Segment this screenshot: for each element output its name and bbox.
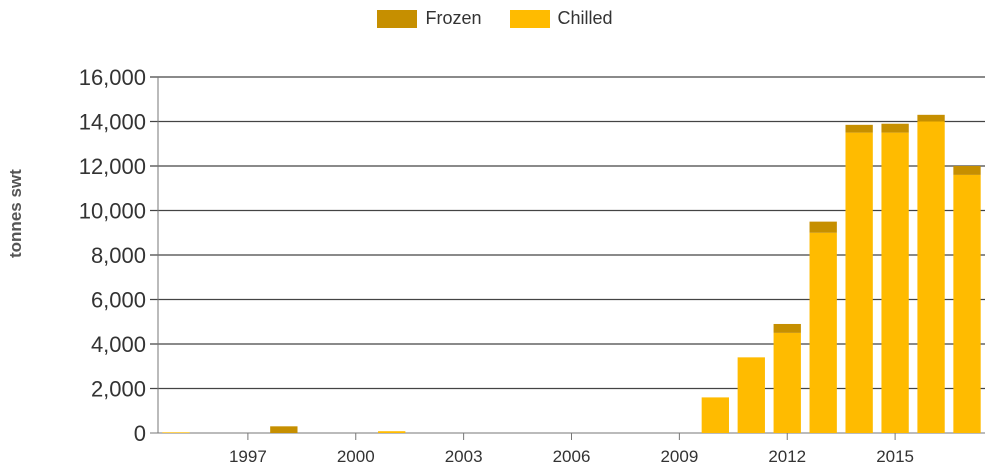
bar-chilled-2012 — [773, 332, 801, 433]
x-tick-label: 1997 — [229, 447, 267, 466]
bar-chilled-2016 — [917, 121, 945, 433]
legend-item-frozen[interactable]: Frozen — [377, 8, 482, 29]
legend-label-frozen: Frozen — [425, 8, 482, 28]
x-tick-label: 2009 — [660, 447, 698, 466]
y-tick-label: 12,000 — [79, 154, 146, 179]
bar-frozen-2013 — [809, 221, 837, 233]
x-tick-label: 2000 — [337, 447, 375, 466]
bar-chilled-2001 — [378, 431, 406, 433]
x-tick-label: 2015 — [876, 447, 914, 466]
bar-chilled-2015 — [881, 132, 909, 433]
bar-frozen-2017 — [953, 166, 981, 175]
y-tick-label: 2,000 — [91, 377, 146, 402]
bar-chilled-2013 — [809, 232, 837, 433]
legend-label-chilled: Chilled — [557, 8, 613, 28]
bar-frozen-2015 — [881, 123, 909, 133]
y-tick-label: 6,000 — [91, 288, 146, 313]
bar-chilled-2011 — [737, 357, 765, 433]
legend-item-chilled[interactable]: Chilled — [509, 8, 613, 29]
bar-chilled-1995 — [162, 432, 190, 433]
y-tick-label: 16,000 — [79, 65, 146, 90]
x-tick-label: 2003 — [445, 447, 483, 466]
x-tick-label: 2012 — [768, 447, 806, 466]
bar-chilled-2010 — [701, 397, 729, 433]
y-tick-label: 8,000 — [91, 243, 146, 268]
y-tick-label: 14,000 — [79, 110, 146, 135]
y-tick-label: 0 — [134, 421, 146, 446]
x-tick-label: 2006 — [553, 447, 591, 466]
bar-frozen-1998 — [270, 426, 298, 433]
y-tick-label: 10,000 — [79, 199, 146, 224]
bar-frozen-2012 — [773, 323, 801, 333]
bar-chilled-2017 — [953, 174, 981, 433]
y-tick-label: 4,000 — [91, 332, 146, 357]
frozen-swatch — [377, 9, 418, 28]
legend: Frozen Chilled — [0, 8, 990, 29]
chilled-swatch — [509, 9, 550, 28]
bar-frozen-2016 — [917, 114, 945, 122]
bar-chilled-2014 — [845, 132, 873, 433]
bar-frozen-2014 — [845, 124, 873, 133]
